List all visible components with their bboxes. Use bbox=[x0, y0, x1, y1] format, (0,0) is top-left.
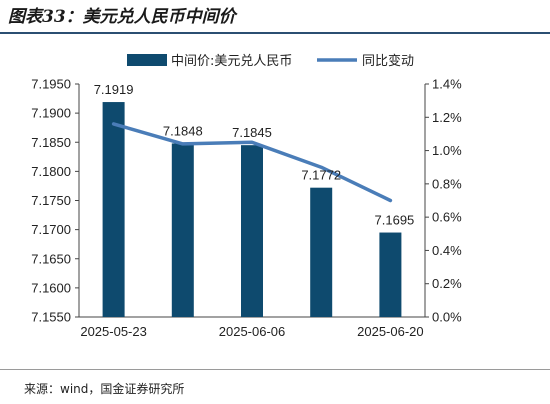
y-right-tick-label: 0.0% bbox=[432, 310, 462, 325]
data-labels: 7.1919 7.1848 7.1845 7.1772 7.1695 bbox=[94, 82, 415, 227]
y-left-tick-label: 7.1950 bbox=[31, 77, 71, 92]
line-point bbox=[250, 141, 254, 144]
y-left-tick-label: 7.1750 bbox=[31, 193, 71, 208]
axes: 7.1550 7.1600 7.1650 7.1700 7.1750 7.1800 7.18… bbox=[31, 77, 462, 340]
x-tick-label: 2025-06-06 bbox=[219, 324, 286, 339]
bar bbox=[241, 145, 263, 317]
legend-bar-label: 中间价:美元兑人民币 bbox=[171, 54, 292, 69]
bar-value-label: 7.1845 bbox=[232, 125, 272, 140]
y-left-tick-label: 7.1700 bbox=[31, 222, 71, 237]
y-right-tick-label: 0.2% bbox=[432, 276, 462, 291]
bar-series bbox=[102, 102, 402, 318]
chart: 中间价:美元兑人民币 同比变动 7.15507.16007.16507.17007… bbox=[31, 53, 462, 340]
y-right-tick-label: 1.2% bbox=[432, 110, 462, 125]
x-tick-label: 2025-05-23 bbox=[80, 324, 147, 339]
y-left-tick-label: 7.1900 bbox=[31, 106, 71, 121]
bar bbox=[171, 143, 194, 317]
figure-title: 图表33：美元兑人民币中间价 bbox=[8, 7, 236, 27]
line-point bbox=[320, 166, 323, 169]
y-left-tick-label: 7.1850 bbox=[31, 135, 71, 150]
title-rule bbox=[0, 32, 550, 34]
bar bbox=[310, 187, 333, 317]
y-left-tick-label: 7.1650 bbox=[31, 251, 71, 266]
y-right-tick-label: 0.4% bbox=[432, 243, 462, 258]
bar-value-label: 7.1772 bbox=[301, 168, 341, 183]
source-note: 来源：wind，国金证券研究所 bbox=[24, 382, 185, 396]
y-left-tick-label: 7.1600 bbox=[31, 280, 71, 295]
bar-value-label: 7.1919 bbox=[94, 82, 134, 97]
y-right-tick-label: 1.0% bbox=[432, 143, 462, 158]
y-right-tick-label: 0.6% bbox=[432, 210, 462, 225]
bar bbox=[102, 102, 125, 318]
y-left-tick-label: 7.1550 bbox=[31, 310, 71, 325]
bar bbox=[379, 232, 402, 317]
x-tick-label: 2025-06-20 bbox=[357, 324, 424, 339]
line-series bbox=[111, 122, 393, 203]
legend-line-label: 同比变动 bbox=[362, 53, 414, 69]
bar-value-label: 7.1695 bbox=[375, 213, 415, 228]
y-right-tick-label: 0.8% bbox=[432, 176, 462, 191]
y-right-tick-label: 1.4% bbox=[432, 77, 462, 92]
legend-bar-swatch bbox=[127, 54, 167, 66]
line-point bbox=[112, 122, 115, 126]
y-left-tick-label: 7.1800 bbox=[31, 164, 71, 179]
line-point bbox=[389, 199, 392, 202]
legend: 中间价:美元兑人民币 同比变动 bbox=[127, 53, 414, 69]
bar-value-label: 7.1848 bbox=[163, 123, 203, 138]
footer-rule bbox=[0, 369, 550, 370]
line-point bbox=[181, 142, 184, 146]
